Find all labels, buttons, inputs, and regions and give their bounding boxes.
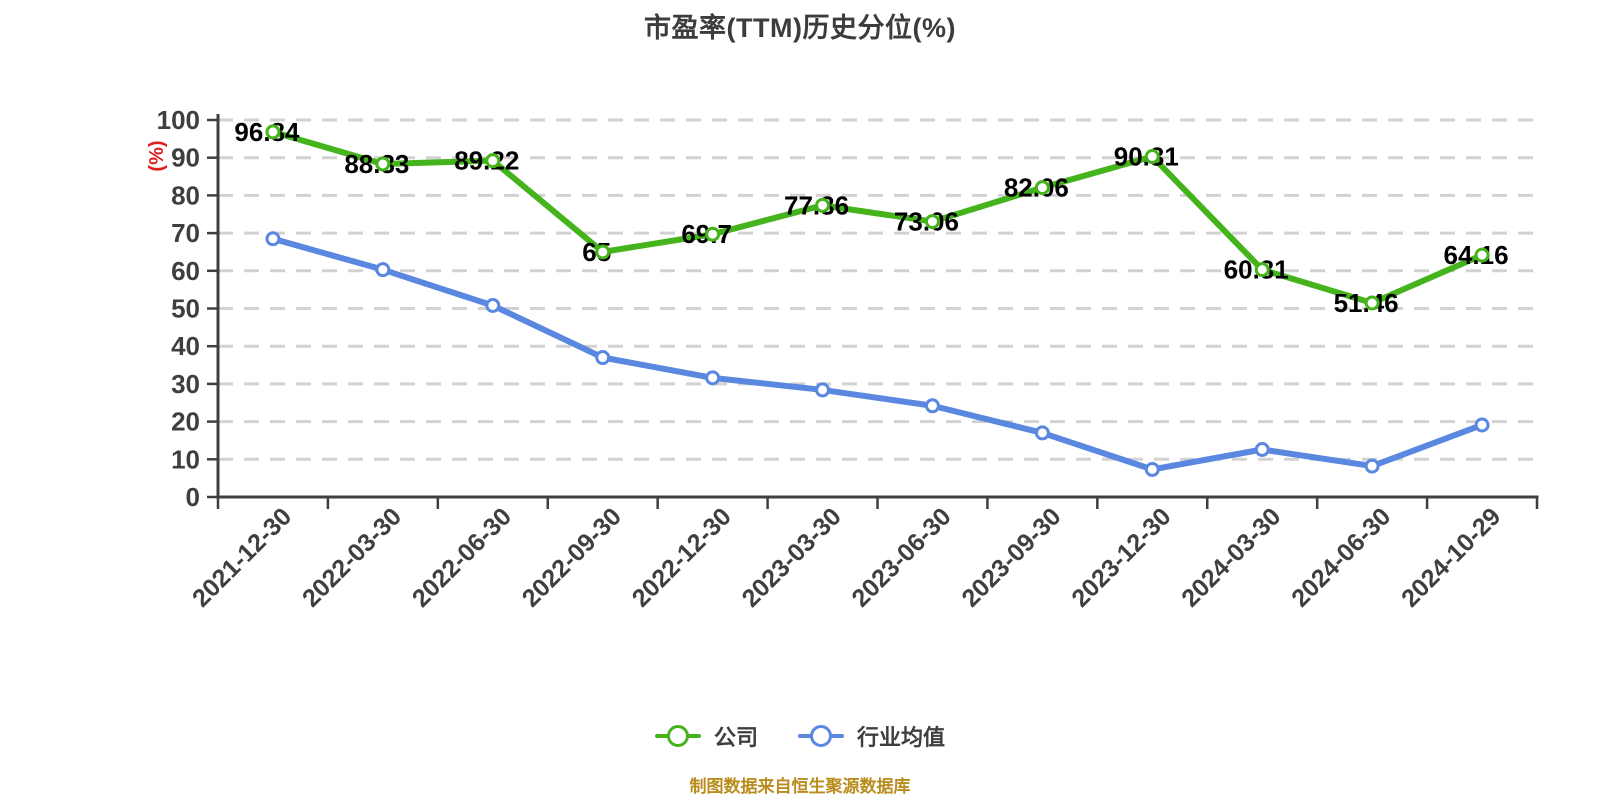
x-axis-labels: 2021-12-30 2022-03-30 2022-06-30 2022-09-30… bbox=[187, 502, 1506, 612]
svg-text:2022-09-30: 2022-09-30 bbox=[517, 502, 627, 612]
chart-title: 市盈率(TTM)历史分位(%) bbox=[644, 13, 956, 43]
svg-text:50: 50 bbox=[171, 294, 200, 324]
svg-text:2024-03-30: 2024-03-30 bbox=[1176, 502, 1286, 612]
gridlines bbox=[218, 118, 1537, 461]
legend-item-industry[interactable]: 行业均值 bbox=[798, 720, 945, 752]
svg-text:40: 40 bbox=[171, 331, 200, 361]
source-note: 制图数据来自恒生聚源数据库 bbox=[689, 777, 911, 796]
legend-item-company[interactable]: 公司 bbox=[654, 720, 758, 752]
series-industry bbox=[269, 235, 1486, 473]
svg-text:2022-06-30: 2022-06-30 bbox=[407, 502, 517, 612]
svg-text:2023-09-30: 2023-09-30 bbox=[956, 502, 1066, 612]
svg-text:90: 90 bbox=[171, 143, 200, 173]
company-series-marker-icon bbox=[654, 725, 701, 747]
svg-text:70: 70 bbox=[171, 218, 200, 248]
svg-text:80: 80 bbox=[171, 180, 200, 210]
svg-text:10: 10 bbox=[171, 444, 200, 474]
legend: 公司 行业均值 bbox=[0, 720, 1600, 752]
svg-text:2023-06-30: 2023-06-30 bbox=[846, 502, 956, 612]
x-axis-ticks bbox=[216, 497, 1539, 509]
legend-label-industry: 行业均值 bbox=[857, 725, 946, 750]
svg-text:2023-03-30: 2023-03-30 bbox=[737, 502, 847, 612]
svg-text:0: 0 bbox=[186, 482, 200, 512]
industry-series-marker-icon bbox=[798, 725, 844, 747]
svg-text:2024-10-29: 2024-10-29 bbox=[1396, 502, 1506, 612]
svg-text:20: 20 bbox=[171, 407, 200, 437]
series-company bbox=[269, 128, 1486, 306]
svg-text:2023-12-30: 2023-12-30 bbox=[1066, 502, 1176, 612]
data-point-markers bbox=[265, 124, 1490, 311]
svg-text:100: 100 bbox=[157, 105, 200, 135]
svg-text:2021-12-30: 2021-12-30 bbox=[187, 502, 297, 612]
svg-text:2022-12-30: 2022-12-30 bbox=[627, 502, 737, 612]
legend-label-company: 公司 bbox=[713, 725, 758, 750]
svg-text:2022-03-30: 2022-03-30 bbox=[297, 502, 407, 612]
svg-text:30: 30 bbox=[171, 369, 200, 399]
data-point-markers bbox=[265, 231, 1490, 477]
y-axis-ticks-labels: 0 10 20 30 40 50 60 70 80 90 100 bbox=[157, 105, 218, 512]
svg-text:60: 60 bbox=[171, 256, 200, 286]
svg-text:2024-06-30: 2024-06-30 bbox=[1286, 502, 1396, 612]
